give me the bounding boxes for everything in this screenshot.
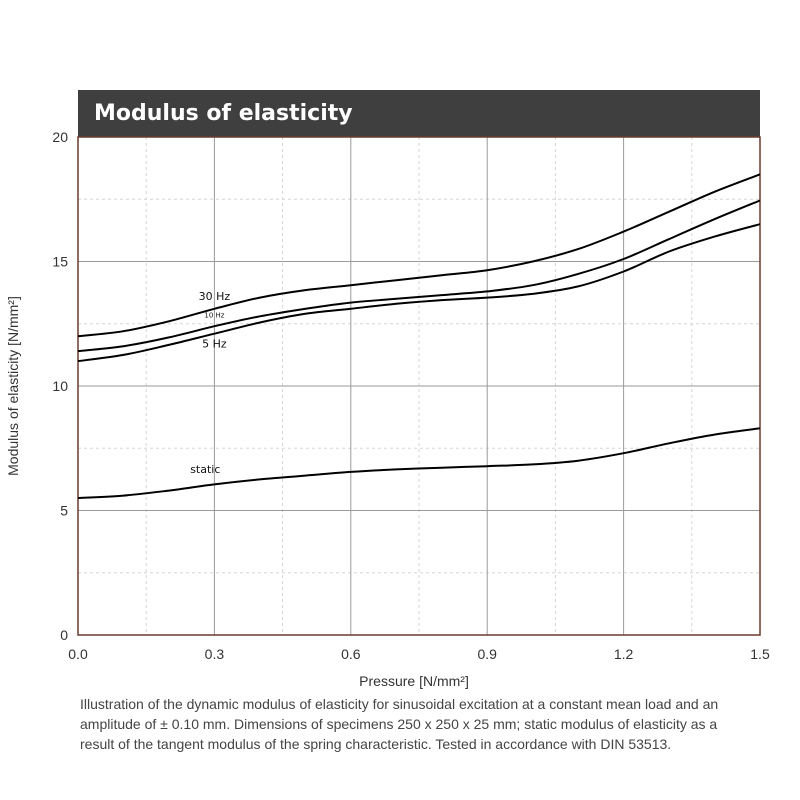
y-tick-label: 0	[60, 627, 68, 643]
series-line-static	[77, 427, 761, 499]
series-lines	[77, 173, 761, 499]
plot-frame	[77, 136, 761, 636]
y-axis-label: Modulus of elasticity [N/mm²]	[5, 296, 21, 476]
x-tick-label: 0.3	[205, 646, 225, 662]
x-tick-label: 0.9	[477, 646, 497, 662]
x-tick-label: 1.5	[750, 646, 770, 662]
series-labels: 30 Hz 10 Hz 5 Hz static	[190, 290, 230, 476]
tick-labels: 0.0 0.3 0.6 0.9 1.2 1.5 0 5 10 15 20	[52, 129, 770, 662]
series-label-static: static	[190, 463, 220, 476]
x-axis-label: Pressure [N/mm²]	[359, 673, 469, 689]
y-tick-label: 5	[60, 503, 68, 519]
chart-title: Modulus of elasticity	[94, 101, 353, 126]
x-tick-label: 0.0	[68, 646, 88, 662]
y-tick-label: 15	[52, 254, 68, 270]
series-line-10-hz	[77, 199, 761, 353]
series-line-30-hz	[77, 173, 761, 338]
series-label-5-hz: 5 Hz	[202, 337, 227, 350]
series-line-5-hz	[77, 223, 761, 363]
chart-title-bar: Modulus of elasticity	[78, 90, 760, 137]
grid	[78, 137, 760, 635]
x-tick-label: 0.6	[341, 646, 361, 662]
y-tick-label: 20	[52, 129, 68, 145]
y-tick-label: 10	[52, 378, 68, 394]
x-tick-label: 1.2	[614, 646, 634, 662]
chart-caption: Illustration of the dynamic modulus of e…	[80, 696, 719, 752]
series-label-10-hz: 10 Hz	[204, 312, 224, 320]
series-label-30-hz: 30 Hz	[199, 290, 231, 303]
